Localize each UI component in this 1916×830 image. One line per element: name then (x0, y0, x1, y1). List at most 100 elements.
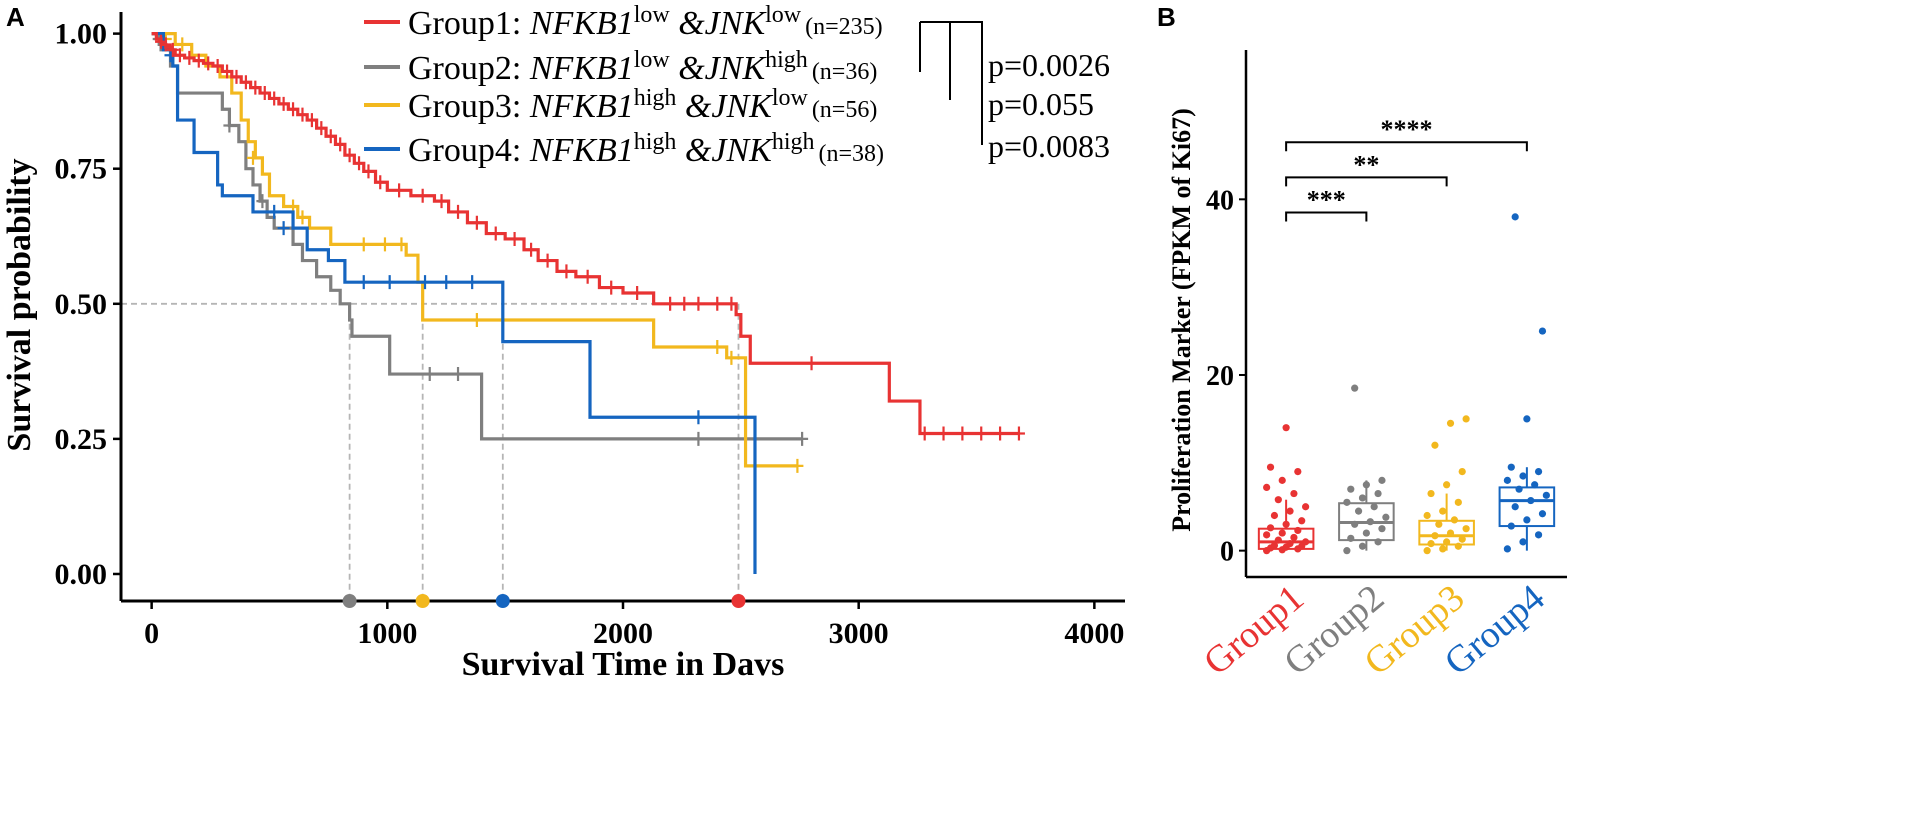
point-group3 (1450, 516, 1459, 524)
point-group3 (1431, 532, 1439, 540)
panel-b: B Proliferation Marker (FPKM of Ki67) 0 2… (1157, 2, 1567, 684)
censor-mark-group1 (918, 426, 931, 441)
median-guides (121, 302, 740, 601)
point-group3 (1462, 415, 1470, 423)
point-group2 (1374, 489, 1382, 498)
point-group4 (1511, 503, 1519, 511)
point-group2 (1343, 498, 1351, 506)
point-group1 (1263, 531, 1271, 539)
x-tick-label: 2000 (593, 617, 653, 650)
censor-mark-group1 (692, 296, 705, 311)
censor-mark-group4 (692, 410, 705, 425)
bracket-group1-group4 (950, 21, 983, 145)
point-group1 (1274, 536, 1282, 544)
point-group4 (1534, 531, 1543, 539)
point-group3 (1431, 441, 1439, 449)
censor-mark-group3 (395, 237, 408, 252)
median-marker-group4 (495, 594, 510, 608)
censor-mark-group1 (435, 194, 448, 209)
censor-mark-group1 (192, 53, 205, 68)
censor-mark-group1 (202, 56, 215, 71)
point-group3 (1443, 481, 1451, 489)
point-group3 (1446, 529, 1455, 537)
point-group3 (1435, 520, 1443, 528)
median-marker-group3 (415, 594, 430, 608)
point-group4 (1538, 327, 1547, 335)
censor-mark-group1 (230, 69, 243, 84)
censor-mark-group1 (296, 107, 309, 122)
point-group3 (1458, 535, 1466, 543)
point-group2 (1370, 503, 1378, 511)
censor-mark-group4 (466, 275, 479, 290)
censor-mark-group2 (256, 194, 269, 209)
censor-mark-group1 (374, 175, 387, 190)
point-group1 (1294, 468, 1302, 476)
censor-mark-group1 (343, 148, 356, 163)
y-tick-label: 0.00 (55, 558, 108, 591)
censor-mark-group1 (334, 137, 347, 152)
point-group3 (1462, 525, 1470, 533)
censor-mark-group4 (268, 204, 281, 219)
censor-mark-group1 (489, 226, 502, 241)
censor-mark-group1 (956, 426, 969, 441)
censor-mark-group1 (173, 48, 186, 63)
censor-mark-group1 (249, 80, 262, 95)
censor-mark-group1 (664, 296, 677, 311)
pvalue-1: p=0.0026 (988, 47, 1110, 83)
survival-curves (151, 32, 1025, 574)
point-group2 (1343, 547, 1351, 555)
point-group3 (1443, 538, 1451, 546)
point-group3 (1439, 545, 1447, 553)
panel-a: A 0 1000 2000 3000 40000.000.250.500.751.00 … (1, 2, 1125, 683)
censor-mark-group2 (423, 367, 436, 382)
legend-item-group1: Group1: NFKB1low &JNKlow (n=235) (364, 2, 883, 42)
censor-mark-group3 (357, 237, 370, 252)
point-group1 (1290, 489, 1298, 498)
legend-label-group3: Group3: NFKB1high &JNKlow (n=56) (408, 85, 877, 125)
point-group1 (1282, 424, 1290, 432)
censor-mark-group1 (560, 264, 573, 279)
censor-mark-group1 (183, 50, 196, 65)
censor-mark-group1 (324, 129, 337, 144)
censor-mark-group1 (452, 204, 465, 219)
point-group3 (1454, 542, 1462, 550)
point-group4 (1542, 491, 1550, 499)
censor-mark-group1 (258, 86, 271, 101)
censor-mark-group1 (393, 183, 406, 198)
panel-label-a: A (6, 2, 25, 32)
b-y-tick-label: 0 (1220, 537, 1234, 568)
legend-item-group2: Group2: NFKB1low &JNKhigh (n=36) (364, 47, 877, 87)
point-group1 (1302, 503, 1310, 511)
point-group4 (1519, 538, 1527, 546)
point-group1 (1263, 483, 1271, 492)
point-group1 (1282, 520, 1290, 528)
significance-stars: *** (1307, 185, 1346, 214)
point-group4 (1515, 485, 1523, 493)
comparison-bracket (1285, 176, 1448, 187)
censor-mark-group3 (791, 458, 804, 473)
logrank-brackets: p=0.0026 p=0.055 p=0.0083 (919, 21, 1110, 164)
censor-mark-group1 (605, 280, 618, 295)
censor-mark-group3 (725, 350, 738, 365)
censor-mark-group1 (975, 426, 988, 441)
point-group2 (1347, 534, 1355, 542)
censor-mark-group4 (277, 221, 290, 236)
point-group2 (1378, 476, 1386, 484)
ticks-b: 0 20 40 (1206, 185, 1246, 568)
point-group4 (1507, 522, 1515, 530)
y-tick-label: 0.25 (55, 423, 108, 456)
bracket-group1-group2 (920, 21, 951, 100)
box-group4 (1498, 486, 1556, 528)
point-group1 (1274, 496, 1282, 504)
point-group1 (1266, 524, 1275, 532)
legend-item-group3: Group3: NFKB1high &JNKlow (n=56) (364, 85, 877, 125)
censor-mark-group1 (1012, 426, 1025, 441)
censor-mark-group1 (287, 102, 300, 117)
y-axis-title: Survival probability (1, 158, 38, 451)
censor-mark-group1 (937, 426, 950, 441)
censor-mark-group1 (221, 64, 234, 79)
censor-mark-group1 (525, 242, 538, 257)
comparison-bracket (1285, 211, 1368, 222)
median-marker-group2 (342, 594, 357, 608)
